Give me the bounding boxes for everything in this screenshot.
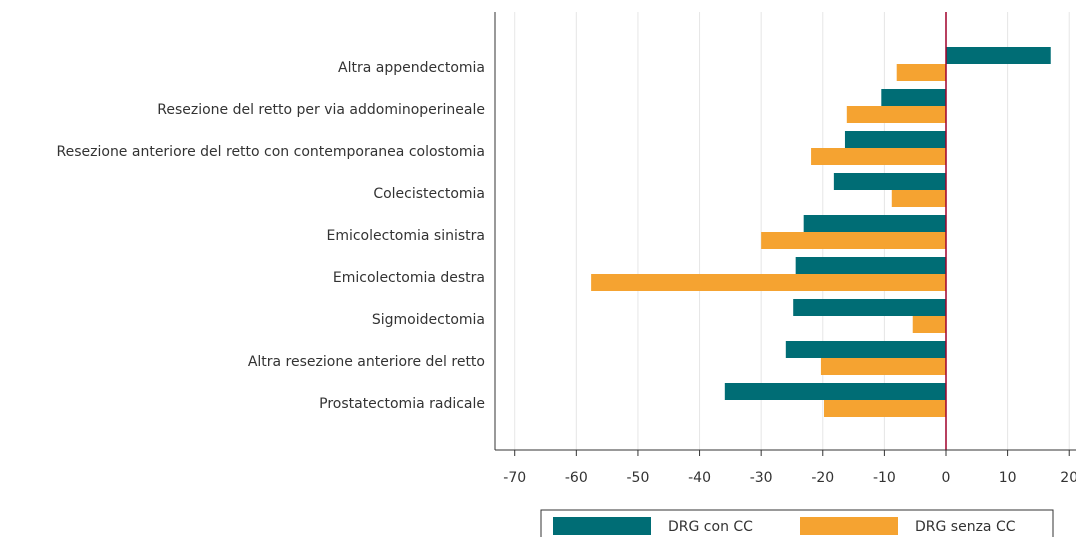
x-tick-label: 0 (942, 470, 951, 486)
y-tick-label: Prostatectomia radicale (319, 396, 485, 412)
bar (945, 47, 1051, 64)
bar (824, 400, 946, 417)
x-tick-label: -60 (565, 470, 588, 486)
bar (785, 341, 946, 358)
legend-swatch (553, 517, 651, 535)
bar (833, 173, 946, 190)
bar (846, 106, 946, 123)
x-tick-label: -70 (503, 470, 526, 486)
x-tick-label: -10 (873, 470, 896, 486)
bar (912, 316, 946, 333)
bar (891, 190, 946, 207)
y-tick-label: Resezione del retto per via addominoperi… (157, 102, 485, 118)
bar (881, 89, 946, 106)
legend-label: DRG con CC (668, 519, 753, 535)
y-tick-label: Colecistectomia (373, 186, 485, 202)
bar (761, 232, 946, 249)
y-tick-label: Emicolectomia sinistra (326, 228, 485, 244)
legend-box (540, 509, 1054, 537)
x-tick-label: 10 (999, 470, 1017, 486)
bar (896, 64, 946, 81)
bar (820, 358, 946, 375)
y-tick-label: Sigmoidectomia (372, 312, 485, 328)
bar (793, 299, 946, 316)
x-tick-label: -50 (627, 470, 650, 486)
legend-swatch (800, 517, 898, 535)
bar (795, 257, 946, 274)
y-tick-label: Resezione anteriore del retto con contem… (57, 144, 485, 160)
x-tick-label: -20 (811, 470, 834, 486)
bar (591, 274, 946, 291)
bar (724, 383, 946, 400)
y-tick-label: Altra resezione anteriore del retto (248, 354, 485, 370)
legend-label: DRG senza CC (915, 519, 1016, 535)
bar (811, 148, 946, 165)
x-tick-label: -30 (750, 470, 773, 486)
x-tick-label: -40 (688, 470, 711, 486)
y-tick-label: Emicolectomia destra (333, 270, 485, 286)
bar (803, 215, 946, 232)
x-tick-label: 20 (1060, 470, 1076, 486)
bar (844, 131, 946, 148)
y-tick-label: Altra appendectomia (338, 60, 485, 76)
